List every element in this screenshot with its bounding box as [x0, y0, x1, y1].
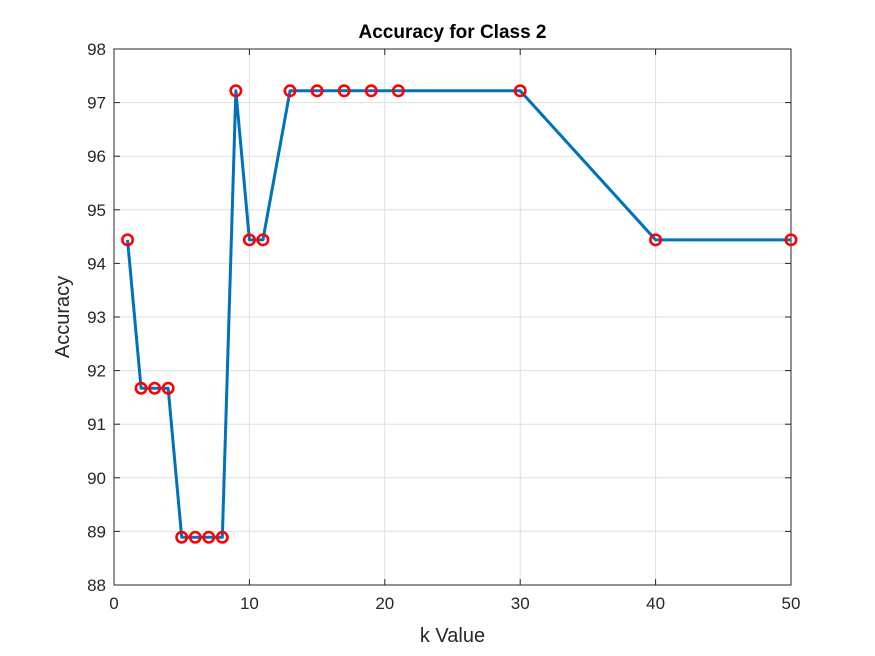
data-point-marker	[256, 233, 270, 247]
data-point-marker	[215, 530, 229, 544]
x-tick-label: 50	[782, 594, 801, 613]
y-tick-label: 98	[87, 40, 106, 59]
y-tick-label: 96	[87, 147, 106, 166]
series-line	[126, 89, 791, 539]
x-tick-label: 0	[109, 594, 118, 613]
y-tick-label: 97	[87, 94, 106, 113]
data-point-marker	[134, 381, 148, 395]
x-tick-label: 30	[511, 594, 530, 613]
data-point-marker	[310, 84, 324, 98]
data-point-marker	[283, 84, 297, 98]
data-point-marker	[364, 84, 378, 98]
tick-layer: 0 10 20 30 40 50 88 89 90 91 92 93 94 95 96 97 98	[87, 40, 800, 613]
y-tick-label: 93	[87, 308, 106, 327]
data-point-marker	[121, 233, 135, 247]
series-layer	[121, 84, 798, 544]
data-point-marker	[148, 381, 162, 395]
y-axis-label: Accuracy	[52, 276, 74, 358]
data-point-marker	[337, 84, 351, 98]
y-tick-label: 88	[87, 576, 106, 595]
data-point-marker	[649, 233, 663, 247]
data-point-marker	[202, 530, 216, 544]
data-point-marker	[242, 233, 256, 247]
grid-layer	[114, 49, 791, 585]
chart-title: Accuracy for Class 2	[359, 22, 547, 43]
y-tick-label: 92	[87, 362, 106, 381]
x-axis-label: k Value	[420, 625, 485, 647]
y-tick-label: 89	[87, 522, 106, 541]
data-point-marker	[229, 84, 243, 98]
y-tick-label: 95	[87, 201, 106, 220]
data-point-marker	[175, 530, 189, 544]
y-tick-label: 90	[87, 469, 106, 488]
x-tick-label: 20	[375, 594, 394, 613]
x-tick-label: 10	[240, 594, 259, 613]
data-point-marker	[784, 233, 798, 247]
data-point-marker	[161, 381, 175, 395]
x-tick-label: 40	[646, 594, 665, 613]
data-point-marker	[188, 530, 202, 544]
y-tick-label: 94	[87, 254, 106, 273]
data-point-marker	[513, 84, 527, 98]
data-point-marker	[391, 84, 405, 98]
y-tick-label: 91	[87, 415, 106, 434]
